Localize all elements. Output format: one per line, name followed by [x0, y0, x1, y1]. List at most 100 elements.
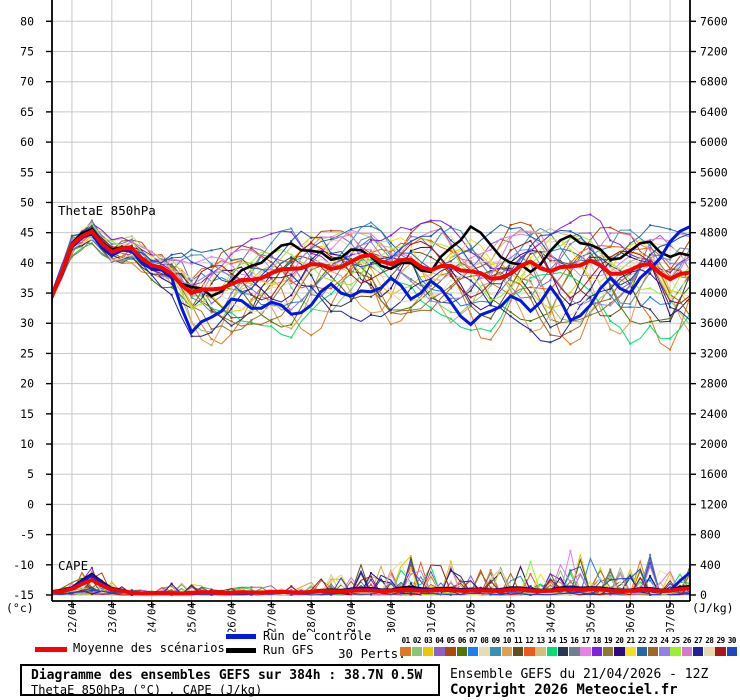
left-axis-tick-label: 50	[20, 195, 34, 209]
right-axis-tick-label: 6400	[700, 105, 728, 119]
date-tick-label: 07/05	[665, 602, 677, 632]
left-axis-tick-label: -5	[20, 528, 34, 542]
left-axis-tick-label: 30	[20, 316, 34, 330]
right-axis-tick-label: 6000	[700, 135, 728, 149]
pert-number: 18	[592, 636, 602, 645]
axis-labels: -15 -10 -5 0 5 10 15 20 25 30 35 40 45 50 55 60 65 70 75 80…	[6, 14, 734, 632]
pert-color-swatch	[715, 647, 726, 656]
mean-thetae-line	[52, 229, 690, 297]
pert-number: 21	[626, 636, 636, 645]
copyright: Copyright 2026 Meteociel.fr	[450, 682, 678, 698]
right-axis-tick-label: 0	[700, 588, 707, 602]
pert-color-swatch	[434, 647, 445, 656]
pert-color-swatch	[501, 647, 513, 656]
left-axis-tick-label: 35	[20, 286, 34, 300]
left-axis-tick-label: 5	[27, 467, 34, 481]
pert-number: 03	[424, 636, 433, 645]
pert-key-cell: 16	[569, 636, 580, 656]
pert-key-cell: 09	[490, 636, 501, 656]
pert-color-swatch	[614, 647, 625, 656]
control-run-legend-label: Run de contrôle	[263, 629, 372, 643]
pert-key-cell: 18	[591, 636, 603, 656]
pert-number: 17	[581, 636, 591, 645]
mean-legend-label: Moyenne des scénarios	[73, 641, 225, 655]
left-axis-tick-label: 10	[20, 437, 34, 451]
pert-number: 28	[705, 636, 714, 645]
pert-key-cell: 22	[636, 636, 648, 656]
mean-legend-swatch	[35, 647, 67, 652]
pert-color-swatch	[557, 647, 569, 656]
pert-color-swatch	[467, 647, 479, 656]
pert-number: 09	[491, 636, 501, 645]
pert-color-swatch	[692, 647, 704, 656]
date-tick-label: 03/05	[506, 602, 518, 632]
pert-number: 12	[525, 636, 534, 645]
control-run-thetae-line	[52, 225, 690, 336]
pert-color-swatch	[625, 647, 636, 656]
pert-color-swatch	[569, 647, 580, 656]
left-axis-tick-label: 70	[20, 75, 34, 89]
pert-color-swatch	[602, 647, 614, 656]
pert-key-cell: 05	[445, 636, 456, 656]
left-axis-tick-label: 55	[20, 165, 34, 179]
pert-key-cell: 11	[512, 636, 524, 656]
pert-color-swatch	[400, 647, 411, 656]
pert-color-swatch	[445, 647, 456, 656]
pert-number: 25	[671, 636, 681, 645]
pert-key-cell: 07	[467, 636, 479, 656]
left-axis-tick-label: 45	[20, 226, 34, 240]
right-axis-tick-label: 3600	[700, 316, 728, 330]
right-axis-tick-label: 1600	[700, 467, 728, 481]
pert-number: 27	[694, 636, 703, 645]
date-tick-label: 29/04	[346, 602, 358, 632]
chart-title: Diagramme des ensembles GEFS sur 384h : …	[31, 668, 423, 683]
left-axis-tick-label: 80	[20, 14, 34, 28]
pert-color-swatch	[456, 647, 468, 656]
pert-color-swatch	[681, 647, 693, 656]
left-axis-tick-label: -15	[13, 588, 34, 602]
pert-color-swatch	[546, 647, 558, 656]
pert-key-cell: 25	[670, 636, 681, 656]
right-axis-tick-label: 4400	[700, 256, 728, 270]
right-axis-tick-label: 800	[700, 528, 721, 542]
right-axis-tick-label: 4000	[700, 286, 728, 300]
pert-key-cell: 20	[614, 636, 625, 656]
left-axis-tick-label: 15	[20, 407, 34, 421]
member-markers	[52, 237, 690, 320]
right-axis-tick-label: 3200	[700, 346, 728, 360]
pert-color-swatch	[512, 647, 524, 656]
run-info: Ensemble GEFS du 21/04/2026 - 12Z	[450, 667, 709, 682]
right-axis-tick-label: 5200	[700, 195, 728, 209]
pert-number: 30	[727, 636, 737, 645]
right-axis-tick-label: 6800	[700, 75, 728, 89]
pert-number: 26	[682, 636, 692, 645]
right-axis-tick-label: 5600	[700, 165, 728, 179]
pert-key-cell: 03	[422, 636, 434, 656]
pert-color-swatch	[704, 647, 715, 656]
pert-color-swatch	[659, 647, 670, 656]
pert-color-swatch	[524, 647, 535, 656]
pert-key-cell: 17	[580, 636, 591, 656]
pert-key-cell: 14	[546, 636, 558, 656]
series	[52, 213, 690, 597]
pert-number: 06	[457, 636, 467, 645]
pert-number: 10	[502, 636, 512, 645]
pert-key-cell: 13	[535, 636, 546, 656]
left-axis-unit-label: (°c)	[6, 601, 34, 615]
pert-key-cell: 28	[704, 636, 715, 656]
pert-number: 19	[604, 636, 613, 645]
pert-color-swatch	[670, 647, 681, 656]
pert-number: 22	[637, 636, 647, 645]
left-axis-tick-label: 60	[20, 135, 34, 149]
pert-key-cell: 06	[456, 636, 468, 656]
right-axis-tick-label: 4800	[700, 226, 728, 240]
pert-number: 24	[660, 636, 669, 645]
right-axis-tick-label: 400	[700, 558, 721, 572]
pert-color-swatch	[591, 647, 603, 656]
right-axis-tick-label: 2400	[700, 407, 728, 421]
pert-key-cell: 29	[715, 636, 726, 656]
pert-key-cell: 15	[557, 636, 569, 656]
pert-color-swatch	[490, 647, 501, 656]
pert-number: 05	[446, 636, 456, 645]
